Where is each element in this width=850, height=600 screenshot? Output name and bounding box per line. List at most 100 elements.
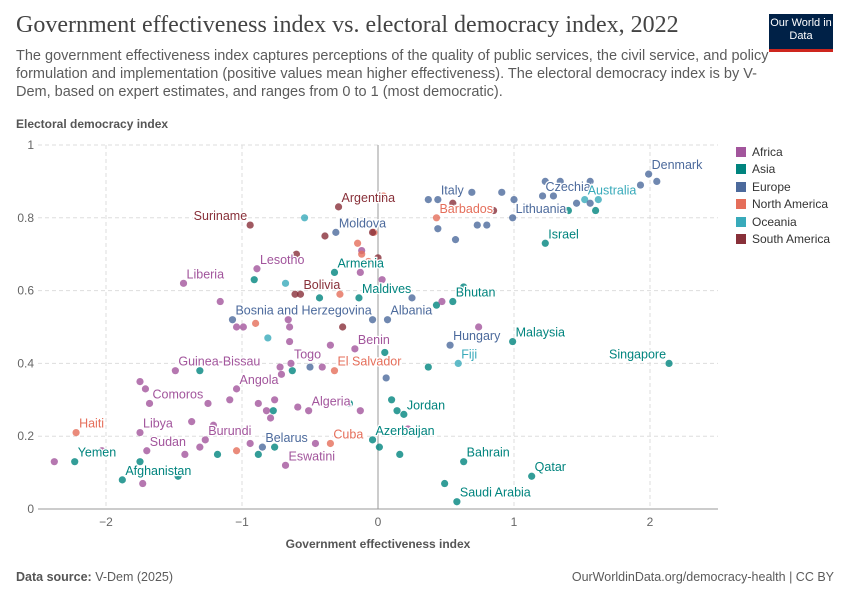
data-point[interactable] xyxy=(449,199,457,207)
data-point[interactable] xyxy=(136,378,144,386)
data-point[interactable] xyxy=(118,476,126,484)
data-point[interactable] xyxy=(368,436,377,444)
data-point[interactable] xyxy=(264,334,272,342)
data-point[interactable] xyxy=(276,363,284,371)
data-point[interactable] xyxy=(286,337,294,346)
footer-link[interactable]: OurWorldinData.org/democracy-health | CC… xyxy=(571,570,834,584)
legend-item[interactable]: Asia xyxy=(736,161,830,179)
data-point[interactable] xyxy=(254,450,262,458)
data-point[interactable] xyxy=(136,458,144,466)
data-point[interactable] xyxy=(509,337,517,346)
data-point[interactable] xyxy=(382,374,390,382)
data-point[interactable] xyxy=(356,268,364,276)
data-point[interactable] xyxy=(434,196,442,204)
legend-item[interactable]: North America xyxy=(736,196,830,214)
data-point[interactable] xyxy=(228,316,237,324)
data-point[interactable] xyxy=(266,414,275,422)
data-point[interactable] xyxy=(475,323,483,331)
data-point[interactable] xyxy=(311,439,320,448)
data-point[interactable] xyxy=(451,236,460,244)
data-point[interactable] xyxy=(549,192,558,200)
data-point[interactable] xyxy=(246,221,254,229)
data-point[interactable] xyxy=(281,279,290,287)
data-point[interactable] xyxy=(483,221,491,229)
data-point[interactable] xyxy=(473,221,481,229)
data-point[interactable] xyxy=(358,250,366,258)
data-point[interactable] xyxy=(269,407,277,415)
data-point[interactable] xyxy=(424,196,432,204)
data-point[interactable] xyxy=(50,458,58,466)
data-point[interactable] xyxy=(72,428,80,437)
data-point[interactable] xyxy=(541,239,549,247)
data-point[interactable] xyxy=(286,323,294,331)
data-point[interactable] xyxy=(468,188,476,196)
data-point[interactable] xyxy=(254,399,262,408)
data-point[interactable] xyxy=(239,323,247,331)
data-point[interactable] xyxy=(292,250,300,258)
data-point[interactable] xyxy=(139,479,147,488)
data-point[interactable] xyxy=(330,367,339,375)
data-point[interactable] xyxy=(375,443,383,451)
data-point[interactable] xyxy=(315,294,324,302)
data-point[interactable] xyxy=(252,319,260,327)
data-point[interactable] xyxy=(71,458,79,466)
data-point[interactable] xyxy=(318,363,326,371)
data-point[interactable] xyxy=(339,323,347,331)
data-point[interactable] xyxy=(294,403,302,411)
data-point[interactable] xyxy=(564,206,573,215)
data-point[interactable] xyxy=(209,421,218,429)
data-point[interactable] xyxy=(326,341,334,349)
data-point[interactable] xyxy=(432,301,441,309)
data-point[interactable] xyxy=(438,297,446,306)
data-point[interactable] xyxy=(174,472,182,480)
legend-item[interactable]: Oceania xyxy=(736,213,830,231)
data-point[interactable] xyxy=(300,214,309,222)
data-point[interactable] xyxy=(374,254,382,262)
data-point[interactable] xyxy=(98,447,106,455)
data-point[interactable] xyxy=(586,177,594,185)
data-point[interactable] xyxy=(510,196,518,204)
data-point[interactable] xyxy=(449,297,457,306)
data-point[interactable] xyxy=(334,203,343,211)
data-point[interactable] xyxy=(460,283,468,291)
data-point[interactable] xyxy=(287,359,295,367)
data-point[interactable] xyxy=(253,265,261,273)
data-point[interactable] xyxy=(179,279,188,287)
data-point[interactable] xyxy=(434,225,442,233)
data-point[interactable] xyxy=(355,294,363,302)
data-point[interactable] xyxy=(281,461,290,469)
data-point[interactable] xyxy=(408,294,416,302)
data-point[interactable] xyxy=(645,170,653,178)
data-point[interactable] xyxy=(432,214,441,222)
data-point[interactable] xyxy=(226,396,234,404)
data-point[interactable] xyxy=(586,199,594,207)
data-point[interactable] xyxy=(296,290,305,298)
data-point[interactable] xyxy=(351,345,359,353)
data-point[interactable] xyxy=(284,316,292,324)
data-point[interactable] xyxy=(232,447,241,455)
data-point[interactable] xyxy=(141,385,150,393)
data-point[interactable] xyxy=(541,177,549,185)
data-point[interactable] xyxy=(196,443,204,451)
data-point[interactable] xyxy=(201,436,209,444)
data-point[interactable] xyxy=(424,363,432,371)
data-point[interactable] xyxy=(306,363,314,371)
data-point[interactable] xyxy=(204,399,212,408)
data-point[interactable] xyxy=(250,276,258,284)
data-point[interactable] xyxy=(288,367,296,375)
data-point[interactable] xyxy=(378,276,386,284)
legend-item[interactable]: Europe xyxy=(736,178,830,196)
legend-item[interactable]: South America xyxy=(736,231,830,249)
data-point[interactable] xyxy=(330,268,339,276)
source-value[interactable]: V-Dem (2025) xyxy=(95,570,174,584)
data-point[interactable] xyxy=(498,188,506,196)
data-point[interactable] xyxy=(393,407,401,415)
data-point[interactable] xyxy=(594,196,602,204)
data-point[interactable] xyxy=(454,359,462,367)
data-point[interactable] xyxy=(383,316,392,324)
data-point[interactable] xyxy=(368,316,377,324)
data-point[interactable] xyxy=(145,399,154,408)
data-point[interactable] xyxy=(528,472,536,480)
data-point[interactable] xyxy=(232,323,241,331)
data-point[interactable] xyxy=(143,447,151,455)
